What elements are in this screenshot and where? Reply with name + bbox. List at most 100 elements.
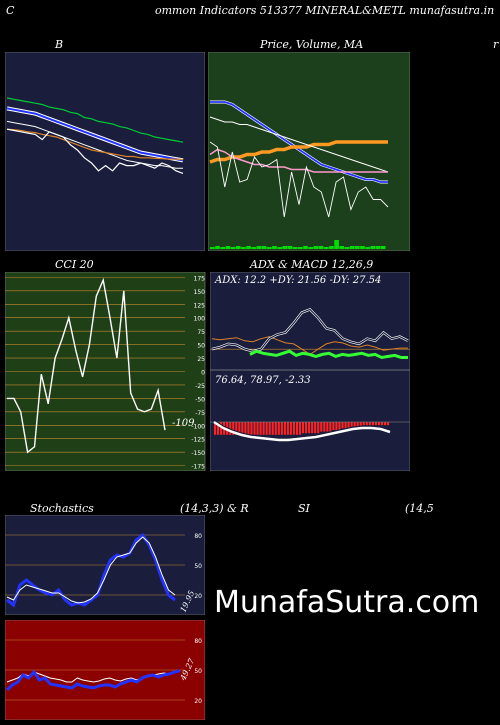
macd-histogram-bar	[244, 422, 247, 435]
macd-histogram-bar	[380, 422, 384, 426]
macd-histogram-bar	[238, 422, 241, 435]
volume-bar	[287, 246, 293, 249]
macd-histogram-bar	[292, 422, 296, 435]
price-ma-white-line	[209, 116, 389, 173]
macd-histogram-bar	[286, 422, 289, 435]
bb-label: B	[55, 38, 64, 51]
volume-bar	[215, 246, 220, 249]
macd-histogram-bar	[356, 422, 359, 427]
volume-bar	[323, 247, 329, 249]
macd-histogram-bar	[253, 422, 256, 435]
bb-chart	[5, 52, 205, 251]
macd-histogram-bar	[326, 422, 329, 432]
price-ma-blue-line	[210, 101, 388, 183]
rsi-params-label: (14,5	[405, 502, 434, 515]
volume-bar	[277, 247, 282, 249]
macd-histogram-bar	[377, 422, 380, 426]
cci-tick-label: 175	[194, 275, 206, 282]
macd-histogram-bar	[335, 422, 338, 430]
rsi-tick-label: 50	[194, 668, 202, 675]
volume-bar	[225, 246, 231, 249]
rsi-mfi-line	[5, 669, 181, 692]
cci-value-label: -109	[172, 418, 195, 429]
macd-histogram-bar	[256, 422, 259, 435]
adx-panel: ADX: 12.2 +DY: 21.56 -DY: 27.54 76.64, 7…	[210, 272, 410, 471]
macd-histogram-bar	[386, 422, 390, 426]
volume-bar	[365, 247, 370, 249]
volume-bar	[344, 247, 350, 249]
cci-line	[7, 277, 166, 454]
volume-bar	[370, 246, 376, 249]
volume-bar	[251, 247, 257, 249]
volume-bar	[220, 247, 226, 249]
macd-histogram-bar	[359, 422, 362, 427]
cci-tick-label: -50	[195, 396, 205, 403]
price-panel	[208, 52, 410, 251]
volume-bar	[261, 246, 267, 249]
bb-price-line	[6, 128, 184, 174]
adx-minus-dy-line	[211, 308, 409, 352]
rsi-tick-label: 80	[194, 638, 202, 645]
price-label: Price, Volume, MA	[260, 38, 364, 51]
volume-bar	[303, 246, 308, 249]
cci-tick-label: -125	[191, 437, 205, 444]
cci-tick-label: -175	[191, 464, 205, 471]
cci-tick-label: 75	[197, 329, 205, 336]
macd-histogram-bar	[241, 422, 244, 435]
cci-tick-label: -25	[195, 383, 205, 390]
macd-histogram-bar	[214, 422, 217, 435]
stoch-tick-label: 50	[194, 563, 202, 570]
volume-bar	[380, 246, 386, 249]
macd-histogram-bar	[298, 422, 302, 435]
macd-histogram-bar	[362, 422, 365, 426]
macd-histogram-bar	[268, 422, 271, 435]
macd-histogram-bar	[217, 422, 220, 435]
watermark: MunafaSutra.com	[214, 585, 480, 620]
stoch-tick-label: 80	[194, 533, 202, 540]
stoch-tick-label: 20	[194, 593, 202, 600]
volume-bar	[282, 246, 288, 249]
price-ma-orange-line	[209, 140, 388, 164]
volume-bar	[349, 246, 355, 249]
volume-bar	[235, 246, 241, 249]
macd-histogram-bar	[314, 422, 317, 434]
cci-tick-label: 0	[201, 370, 205, 377]
volume-bar	[241, 247, 246, 249]
macd-histogram-bar	[271, 422, 274, 435]
macd-histogram-bar	[353, 422, 356, 427]
macd-histogram-bar	[265, 422, 268, 435]
macd-histogram-bar	[311, 422, 314, 434]
macd-histogram-bar	[262, 422, 265, 435]
cci-tick-label: -100	[191, 423, 205, 430]
macd-histogram-bar	[235, 422, 238, 435]
macd-histogram-bar	[305, 422, 308, 434]
right-edge-letter: r	[493, 38, 499, 51]
macd-histogram-bar	[341, 422, 344, 429]
stoch-panel: 80 50 20	[5, 515, 205, 615]
volume-bar	[354, 246, 360, 249]
cci-tick-label: 100	[194, 316, 206, 323]
price-close-line	[209, 141, 389, 218]
cci-tick-label: -150	[191, 450, 205, 457]
volume-bar	[256, 246, 262, 249]
macd-signal-line	[213, 419, 391, 439]
macd-histogram-bar	[280, 422, 283, 435]
volume-bar	[375, 246, 381, 249]
volume-bar	[292, 247, 298, 249]
bb-upper-band-line	[6, 97, 184, 143]
cci-tick-label: 25	[197, 356, 205, 363]
macd-histogram-bar	[289, 422, 292, 435]
bb-panel	[5, 52, 205, 251]
page-title: ommon Indicators 513377 MINERAL&METL mun…	[155, 4, 495, 17]
macd-histogram-bar	[344, 422, 347, 429]
adx-line	[249, 349, 408, 360]
stoch-d-line	[6, 536, 176, 604]
volume-bar	[308, 247, 314, 249]
macd-histogram-bar	[232, 422, 235, 435]
bb-moving-average-line	[6, 128, 184, 161]
macd-histogram-bar	[277, 422, 280, 435]
volume-bar	[334, 240, 339, 249]
stoch-params-label: (14,3,3) & R	[180, 502, 249, 515]
macd-values: 76.64, 78.97, -2.33	[215, 375, 311, 386]
volume-bar	[272, 246, 277, 249]
